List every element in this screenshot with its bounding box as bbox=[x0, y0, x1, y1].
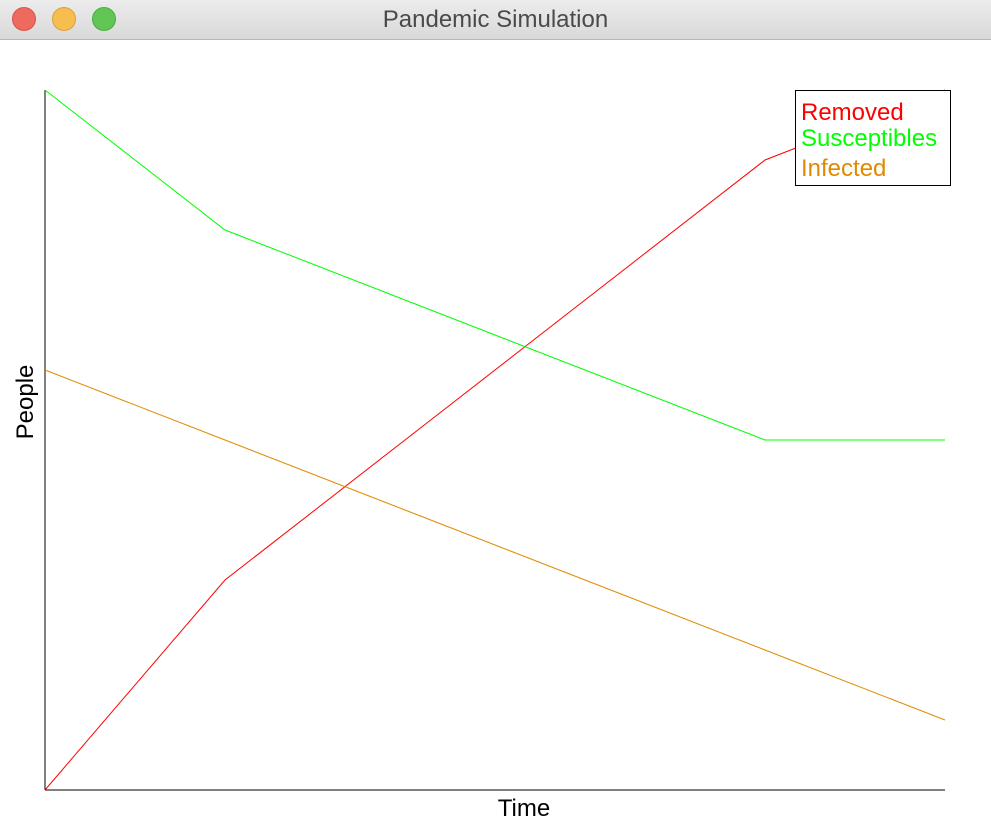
legend-box bbox=[795, 90, 951, 186]
y-axis-label: People bbox=[12, 365, 39, 440]
series-line-susceptibles bbox=[44, 89, 945, 441]
zoom-window-button[interactable] bbox=[92, 7, 116, 31]
x-axis-label: Time bbox=[498, 795, 550, 822]
legend-entry-infected: Infected bbox=[801, 155, 886, 182]
legend-entry-susceptibles: Susceptibles bbox=[801, 125, 937, 152]
minimize-window-button[interactable] bbox=[52, 7, 76, 31]
close-window-button[interactable] bbox=[12, 7, 36, 31]
window-title: Pandemic Simulation bbox=[382, 6, 609, 33]
series-line-infected bbox=[44, 369, 946, 721]
title-bar[interactable]: Pandemic Simulation bbox=[0, 0, 991, 40]
series-layer bbox=[44, 89, 946, 791]
legend-entry-removed: Removed bbox=[801, 99, 904, 126]
plot-area bbox=[44, 90, 945, 791]
